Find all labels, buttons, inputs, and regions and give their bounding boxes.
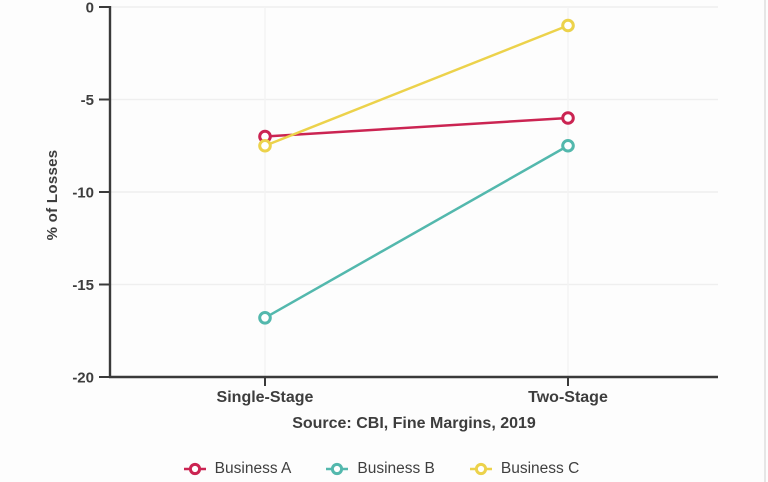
point-business-b-single-stage <box>258 311 272 325</box>
legend-marker-business-b-icon <box>326 462 349 476</box>
legend-label-business-b: Business B <box>357 460 435 477</box>
y-tick-label: -10 <box>72 184 94 201</box>
point-business-c-single-stage <box>258 138 272 153</box>
legend-marker-business-c-icon <box>469 462 492 476</box>
point-business-b-two-stage <box>561 138 575 153</box>
losses-line-chart: 0 -5 -10 -15 -20 Single-Stage Two-Stage Source:… <box>44 0 718 432</box>
legend-item-business-c: Business C <box>469 460 579 478</box>
y-axis-title: % of Losses <box>44 150 61 241</box>
x-category-label-single-stage: Single-Stage <box>217 389 314 406</box>
x-category-label-two-stage: Two-Stage <box>528 389 608 406</box>
y-tick-label: 0 <box>86 0 94 16</box>
y-tick-label: -20 <box>72 369 94 386</box>
legend-item-business-a: Business A <box>183 460 292 478</box>
legend-label-business-a: Business A <box>214 460 292 477</box>
series-line-business-b <box>264 144 569 319</box>
legend-marker-business-a-icon <box>183 462 206 476</box>
y-tick-label: -15 <box>72 277 94 294</box>
point-business-c-two-stage <box>561 18 575 33</box>
source-note: Source: CBI, Fine Margins, 2019 <box>292 415 536 432</box>
right-border-line <box>764 0 766 482</box>
y-tick-label: -5 <box>81 92 94 109</box>
point-business-a-two-stage <box>561 111 575 125</box>
legend-label-business-c: Business C <box>500 460 580 477</box>
legend-item-business-b: Business B <box>325 460 435 478</box>
chart-legend: Business A Business B Business C <box>0 456 762 482</box>
series-line-business-a <box>264 116 569 138</box>
series-line-business-c <box>264 24 569 147</box>
